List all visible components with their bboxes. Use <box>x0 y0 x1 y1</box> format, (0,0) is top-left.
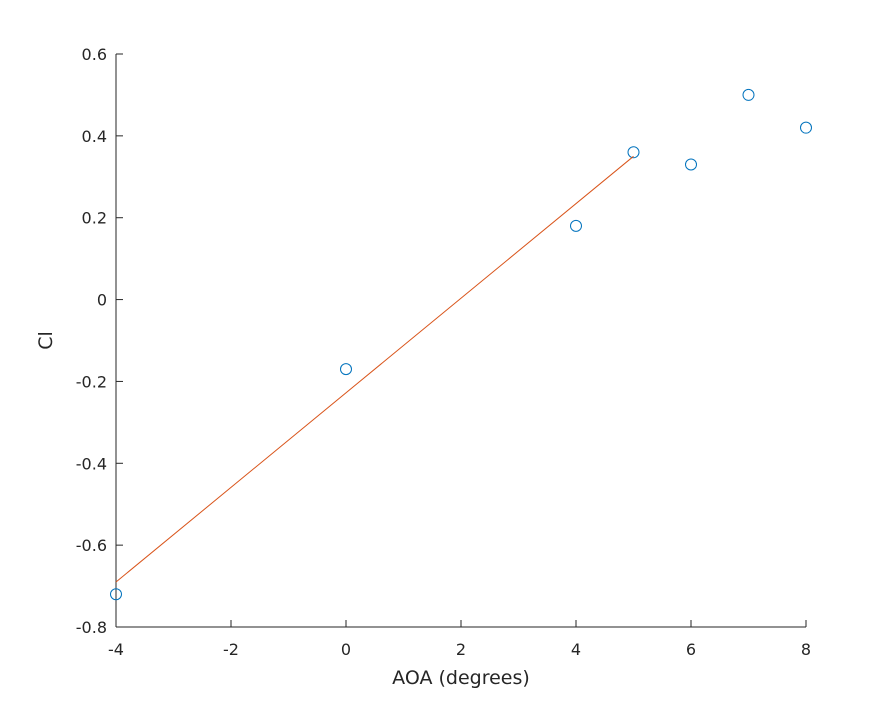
data-point <box>570 219 582 232</box>
x-tick-label: 4 <box>571 640 581 659</box>
plot-area <box>110 88 812 601</box>
data-point <box>742 88 755 101</box>
x-tick-label: 6 <box>686 640 696 659</box>
y-tick-label: 0.4 <box>82 127 107 146</box>
y-tick-label: 0.2 <box>82 209 107 228</box>
y-tick-label: -0.6 <box>76 536 107 555</box>
x-tick-label: 2 <box>456 640 466 659</box>
data-point <box>685 158 697 171</box>
y-tick-label: 0.6 <box>82 45 107 64</box>
fit-line <box>115 155 634 583</box>
data-point <box>340 363 352 376</box>
x-tick-label: 8 <box>801 640 811 659</box>
y-ticks: -0.8 -0.6 -0.4 -0.2 0 0.2 0.4 0.6 <box>76 45 123 637</box>
x-tick-label: 0 <box>341 640 351 659</box>
y-tick-label: -0.2 <box>76 372 107 391</box>
x-ticks: -4 -2 0 2 4 6 8 <box>108 620 811 659</box>
x-axis-title: AOA (degrees) <box>392 667 530 689</box>
x-tick-label: -2 <box>223 640 239 659</box>
x-tick-label: -4 <box>108 640 124 659</box>
y-tick-label: -0.4 <box>76 454 107 473</box>
data-point <box>627 146 640 159</box>
axes <box>115 54 806 628</box>
y-tick-label: 0 <box>97 291 107 310</box>
data-point <box>110 588 122 601</box>
y-tick-label: -0.8 <box>76 618 107 637</box>
y-axis-title: Cl <box>35 331 57 350</box>
data-point <box>800 121 812 134</box>
